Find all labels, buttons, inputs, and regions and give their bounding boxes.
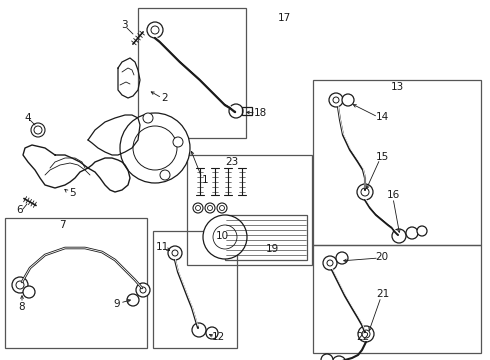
Text: 5: 5 — [69, 188, 75, 198]
Circle shape — [213, 225, 237, 249]
Circle shape — [34, 126, 42, 134]
Bar — [313, 245, 481, 353]
Circle shape — [16, 281, 24, 289]
Text: 16: 16 — [387, 190, 400, 200]
Text: 21: 21 — [376, 289, 390, 299]
Circle shape — [172, 250, 178, 256]
Text: 11: 11 — [155, 242, 169, 252]
Text: 18: 18 — [253, 108, 267, 118]
Circle shape — [321, 354, 333, 360]
Circle shape — [357, 184, 373, 200]
Text: 7: 7 — [59, 220, 65, 230]
Circle shape — [362, 330, 370, 338]
Bar — [138, 8, 246, 138]
Circle shape — [143, 113, 153, 123]
Circle shape — [333, 97, 339, 103]
Text: 4: 4 — [24, 113, 31, 123]
Circle shape — [168, 246, 182, 260]
Circle shape — [205, 203, 215, 213]
Circle shape — [203, 215, 247, 259]
Circle shape — [323, 256, 337, 270]
Text: 9: 9 — [114, 299, 121, 309]
Circle shape — [336, 252, 348, 264]
Circle shape — [220, 206, 224, 211]
Circle shape — [173, 137, 183, 147]
Text: 14: 14 — [375, 112, 389, 122]
Text: 20: 20 — [375, 252, 389, 262]
Circle shape — [217, 203, 227, 213]
Circle shape — [133, 126, 177, 170]
Text: 3: 3 — [121, 20, 127, 30]
Text: 19: 19 — [266, 244, 279, 254]
Circle shape — [196, 206, 200, 211]
Circle shape — [406, 227, 418, 239]
Bar — [187, 155, 312, 265]
Circle shape — [127, 294, 139, 306]
Circle shape — [229, 104, 243, 118]
Circle shape — [12, 277, 28, 293]
Circle shape — [193, 203, 203, 213]
Text: 17: 17 — [277, 13, 291, 23]
Circle shape — [151, 26, 159, 34]
Circle shape — [120, 113, 190, 183]
Circle shape — [332, 356, 346, 360]
Circle shape — [329, 93, 343, 107]
Circle shape — [23, 286, 35, 298]
Circle shape — [31, 123, 45, 137]
Text: 12: 12 — [211, 332, 224, 342]
Bar — [5, 218, 147, 348]
Circle shape — [417, 226, 427, 236]
Circle shape — [342, 94, 354, 106]
Text: 22: 22 — [356, 332, 369, 342]
Circle shape — [207, 206, 213, 211]
Circle shape — [136, 283, 150, 297]
Bar — [225, 215, 307, 260]
Circle shape — [392, 229, 406, 243]
Text: 13: 13 — [391, 82, 404, 92]
Text: 2: 2 — [162, 93, 168, 103]
Circle shape — [358, 326, 374, 342]
Circle shape — [140, 287, 146, 293]
Bar — [153, 231, 237, 348]
Text: 23: 23 — [225, 157, 239, 167]
Text: 8: 8 — [19, 302, 25, 312]
Circle shape — [327, 260, 333, 266]
Circle shape — [192, 323, 206, 337]
Bar — [313, 80, 481, 245]
Bar — [242, 107, 252, 115]
Circle shape — [361, 188, 369, 196]
Text: 6: 6 — [17, 205, 24, 215]
Circle shape — [206, 327, 218, 339]
Text: 10: 10 — [216, 231, 228, 241]
Text: 1: 1 — [202, 175, 208, 185]
Circle shape — [160, 170, 170, 180]
Text: 15: 15 — [375, 152, 389, 162]
Circle shape — [147, 22, 163, 38]
